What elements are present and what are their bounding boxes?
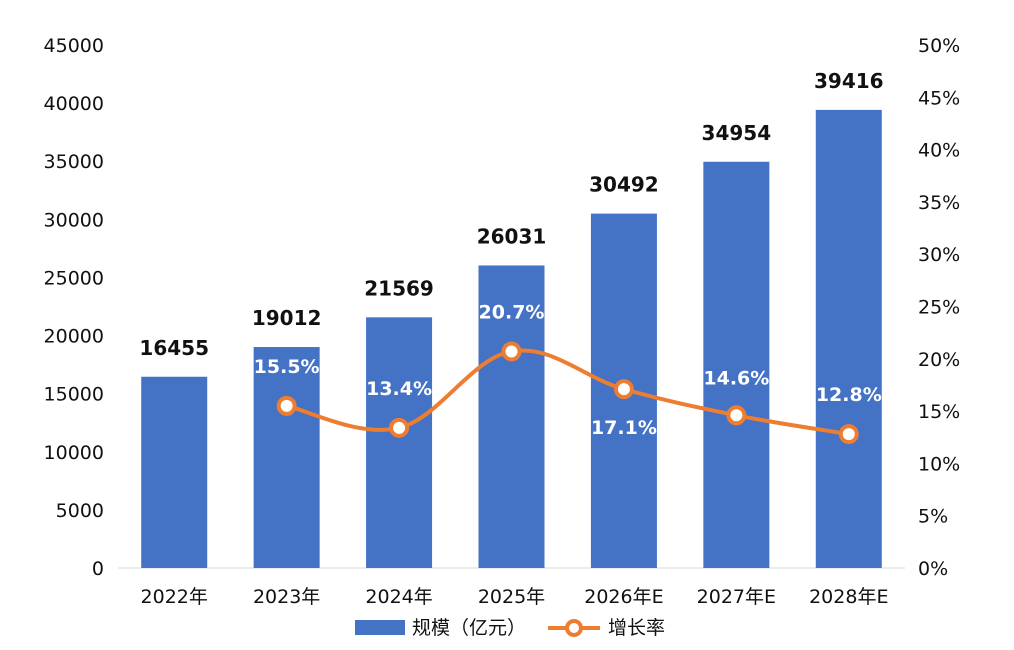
growth-rate-marker — [613, 379, 634, 400]
bar — [703, 161, 770, 569]
bar — [366, 317, 433, 568]
x-tick-label: 2028年E — [809, 586, 888, 608]
right-tick-label: 0% — [918, 558, 948, 580]
bar — [815, 109, 882, 568]
line-data-labels: 15.5% 13.4% 20.7% 17.1% 14.6% 12.8% — [254, 301, 882, 439]
right-tick-label: 25% — [918, 297, 960, 319]
x-tick-label: 2023年 — [253, 586, 320, 608]
right-tick-label: 15% — [918, 401, 960, 423]
right-tick-label: 20% — [918, 349, 960, 371]
legend: 规模（亿元） 增长率 — [355, 617, 665, 639]
line-data-label: 13.4% — [366, 378, 432, 400]
left-tick-label: 15000 — [44, 384, 104, 406]
right-y-axis: 0% 5% 10% 15% 20% 25% 30% 35% 40% 45% 50% — [918, 35, 960, 580]
left-tick-label: 40000 — [44, 93, 104, 115]
legend-bar-swatch — [355, 620, 405, 635]
x-tick-label: 2025年 — [478, 586, 545, 608]
growth-rate-marker — [389, 417, 410, 438]
bar-data-label: 26031 — [477, 224, 547, 248]
line-data-label: 14.6% — [703, 367, 769, 389]
line-data-label: 20.7% — [479, 301, 545, 323]
growth-rate-marker — [838, 424, 859, 445]
legend-line-label: 增长率 — [608, 617, 665, 639]
left-tick-label: 20000 — [44, 326, 104, 348]
right-tick-label: 30% — [918, 244, 960, 266]
right-tick-label: 50% — [918, 35, 960, 57]
line-data-label: 12.8% — [816, 384, 882, 406]
line-data-label: 17.1% — [591, 417, 657, 439]
bar-data-label: 39416 — [814, 69, 884, 93]
right-tick-label: 10% — [918, 453, 960, 475]
bar-data-label: 19012 — [252, 306, 322, 330]
bar-data-label: 30492 — [589, 173, 659, 197]
growth-rate-marker — [726, 405, 747, 426]
bar — [478, 265, 545, 568]
line-series — [276, 341, 859, 445]
x-tick-label: 2027年E — [697, 586, 776, 608]
growth-rate-marker — [276, 395, 297, 416]
bar-data-label: 21569 — [364, 276, 434, 300]
x-tick-label: 2026年E — [584, 586, 663, 608]
legend-line-marker — [565, 619, 583, 637]
bar — [253, 347, 320, 568]
left-tick-label: 35000 — [44, 151, 104, 173]
right-tick-label: 35% — [918, 192, 960, 214]
left-y-axis: 0 5000 10000 15000 20000 25000 30000 35000 40000… — [44, 35, 104, 580]
growth-rate-marker — [501, 341, 522, 362]
left-tick-label: 10000 — [44, 442, 104, 464]
x-tick-label: 2024年 — [365, 586, 432, 608]
bar-series — [141, 109, 882, 569]
left-tick-label: 45000 — [44, 35, 104, 57]
x-axis-ticks: 2022年 2023年 2024年 2025年 2026年E 2027年E 2028年E — [141, 586, 889, 608]
left-tick-label: 5000 — [56, 500, 104, 522]
right-tick-label: 40% — [918, 140, 960, 162]
bar — [141, 376, 208, 568]
bar-data-labels: 16455 19012 21569 26031 30492 34954 39416 — [139, 69, 883, 360]
bar-data-label: 34954 — [702, 121, 772, 145]
left-tick-label: 0 — [92, 558, 104, 580]
x-tick-label: 2022年 — [141, 586, 208, 608]
left-tick-label: 25000 — [44, 267, 104, 289]
legend-bar-label: 规模（亿元） — [412, 617, 526, 639]
line-data-label: 15.5% — [254, 356, 320, 378]
bar-data-label: 16455 — [139, 336, 209, 360]
right-tick-label: 5% — [918, 506, 948, 528]
right-tick-label: 45% — [918, 87, 960, 109]
left-tick-label: 30000 — [44, 209, 104, 231]
